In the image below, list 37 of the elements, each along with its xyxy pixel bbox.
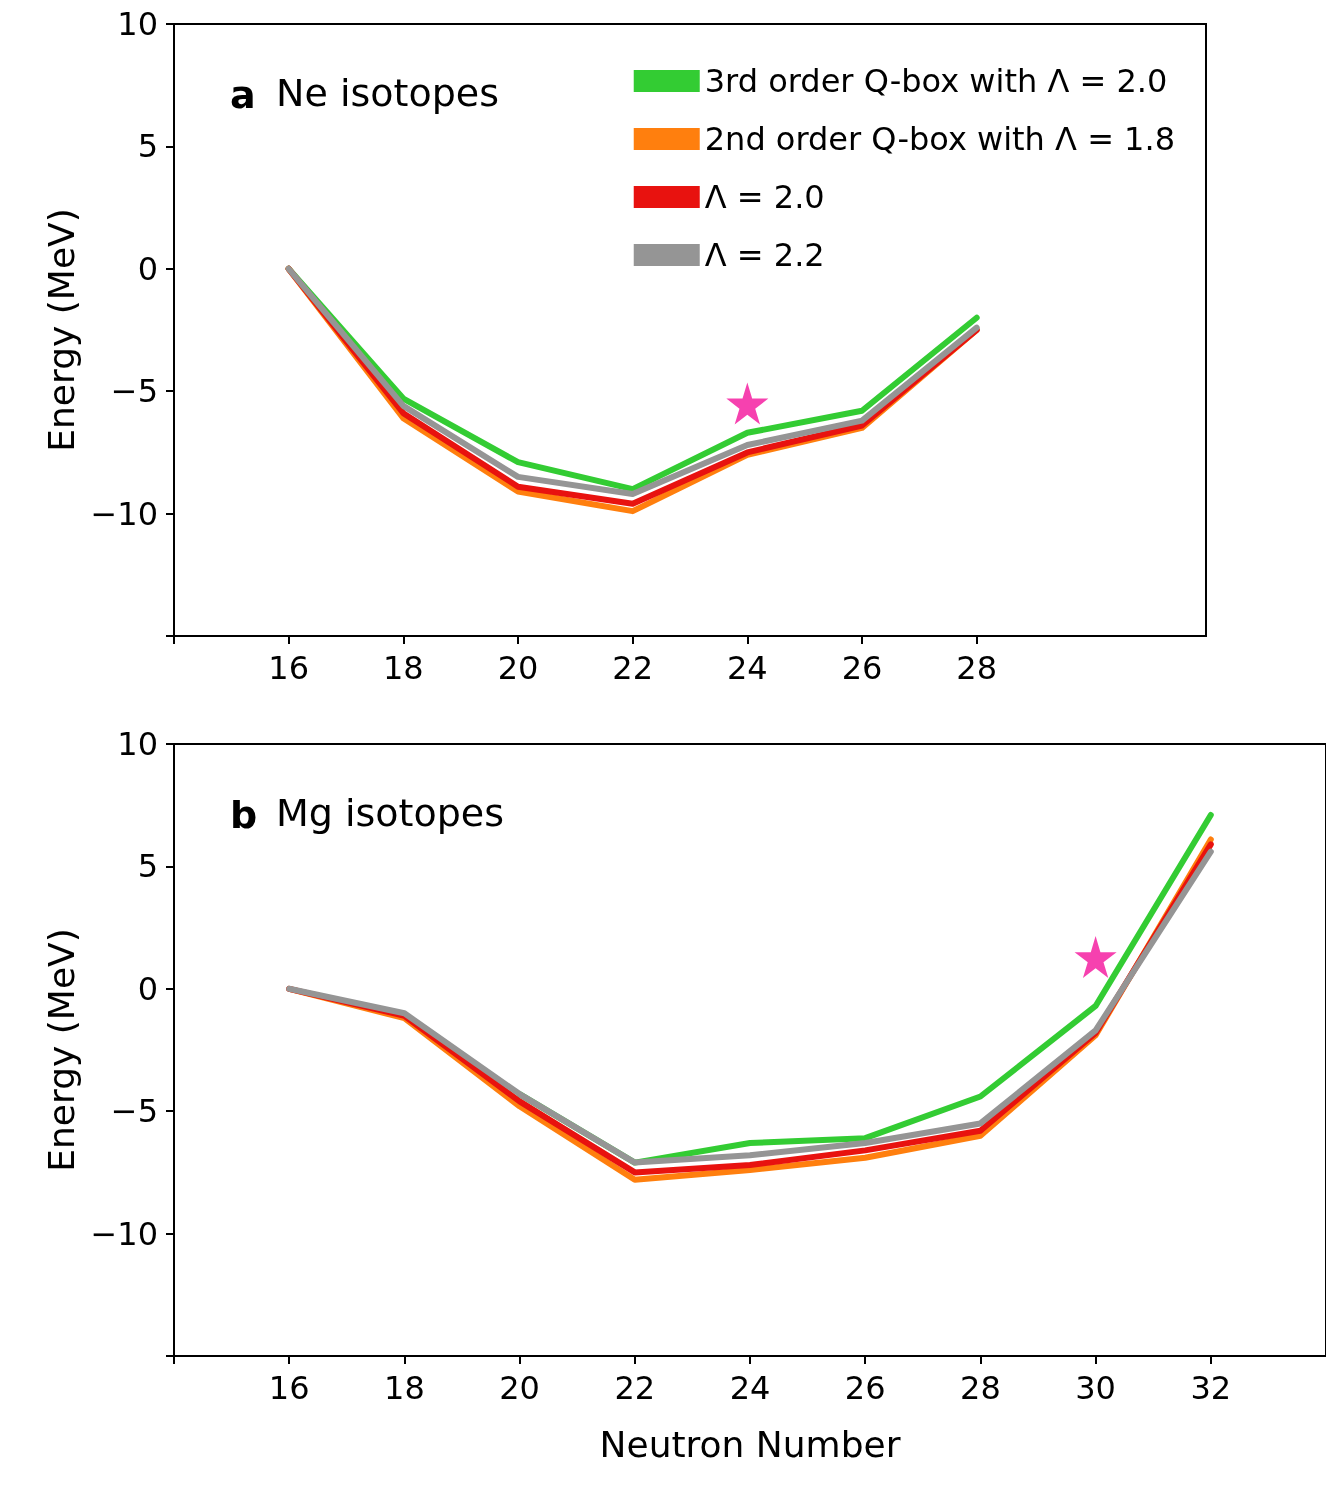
text: Ne isotopes [276, 71, 499, 115]
legend-label: 3rd order Q-box with Λ = 2.0 [704, 62, 1168, 100]
x-tick-label: 32 [1190, 1369, 1232, 1407]
legend-label: Λ = 2.0 [704, 178, 825, 216]
x-tick-label: 28 [956, 649, 998, 687]
x-tick-label: 18 [382, 649, 424, 687]
x-tick-label: 20 [499, 1369, 540, 1407]
y-tick-label: 5 [137, 127, 158, 166]
y-tick-label: −5 [110, 1092, 158, 1131]
y-tick-label: −10 [90, 1214, 158, 1253]
x-tick-label: 20 [497, 649, 539, 687]
y-tick-label: 0 [137, 969, 158, 1008]
x-tick-label: 22 [612, 649, 654, 687]
y-tick-label: 5 [137, 847, 158, 886]
x-tick-label: 26 [841, 649, 883, 687]
text: a [230, 73, 256, 117]
y-axis-title: Energy (MeV) [41, 928, 83, 1172]
x-tick-label: 16 [268, 1369, 310, 1407]
x-tick-label: 26 [844, 1369, 886, 1407]
y-tick-label: −10 [90, 494, 158, 533]
x-tick-label: 18 [384, 1369, 425, 1407]
x-axis-title: Neutron Number [599, 1423, 901, 1465]
legend-label: Λ = 2.2 [704, 236, 825, 274]
y-tick-label: 0 [137, 249, 158, 288]
text: b [230, 793, 258, 837]
x-tick-label: 22 [614, 1369, 656, 1407]
text: Mg isotopes [276, 791, 505, 835]
x-tick-label: 30 [1075, 1369, 1116, 1407]
x-tick-label: 24 [729, 1369, 771, 1407]
legend-label: 2nd order Q-box with Λ = 1.8 [704, 120, 1175, 158]
y-tick-label: −5 [110, 372, 158, 411]
x-tick-label: 16 [268, 649, 310, 687]
y-tick-label: 10 [117, 725, 158, 763]
y-tick-label: 10 [117, 5, 158, 43]
x-tick-label: 28 [960, 1369, 1001, 1407]
y-axis-title: Energy (MeV) [41, 208, 83, 452]
x-tick-label: 24 [726, 649, 768, 687]
